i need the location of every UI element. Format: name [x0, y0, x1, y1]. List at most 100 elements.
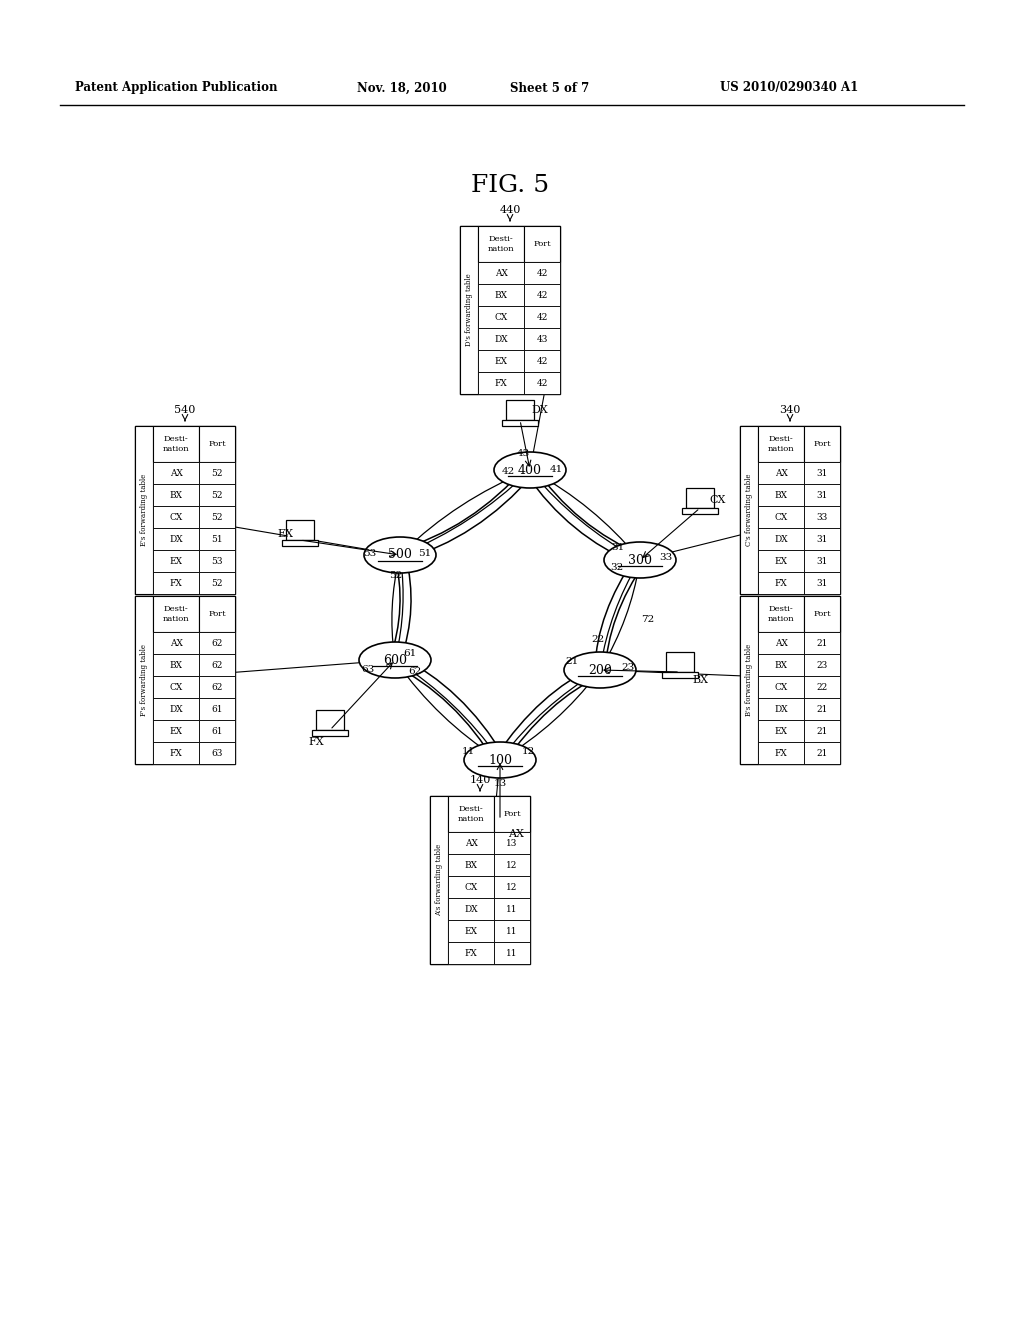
Bar	[804, 676, 840, 698]
Text: 52: 52	[211, 491, 223, 499]
Text: 53: 53	[211, 557, 223, 565]
Text: 11: 11	[506, 904, 518, 913]
Bar	[478, 261, 524, 284]
Bar	[524, 261, 560, 284]
Text: 62: 62	[211, 639, 222, 648]
Text: FX: FX	[170, 748, 182, 758]
Text: CX: CX	[495, 313, 508, 322]
Bar	[804, 528, 840, 550]
Text: 31: 31	[816, 469, 827, 478]
Text: 42: 42	[537, 313, 548, 322]
Text: 21: 21	[816, 726, 827, 735]
Text: C's forwarding table: C's forwarding table	[745, 474, 753, 546]
Bar	[494, 942, 530, 964]
Text: 33: 33	[659, 553, 673, 562]
Text: F's forwarding table: F's forwarding table	[140, 644, 148, 715]
FancyBboxPatch shape	[486, 800, 514, 820]
Bar	[804, 597, 840, 632]
Text: BX: BX	[774, 491, 787, 499]
Text: CX: CX	[169, 682, 182, 692]
Bar	[199, 719, 234, 742]
Text: 23: 23	[622, 664, 635, 672]
FancyBboxPatch shape	[666, 652, 694, 672]
Text: US 2010/0290340 A1: US 2010/0290340 A1	[720, 82, 858, 95]
Text: 62: 62	[211, 682, 222, 692]
Bar	[449, 920, 494, 942]
Text: 32: 32	[610, 564, 624, 573]
Text: Desti-
nation: Desti- nation	[163, 436, 189, 453]
Bar	[758, 484, 804, 506]
Text: AX: AX	[774, 469, 787, 478]
Bar	[478, 226, 524, 261]
Bar	[153, 572, 199, 594]
Text: 400: 400	[518, 463, 542, 477]
Bar	[153, 632, 199, 653]
Bar	[804, 719, 840, 742]
Bar	[758, 676, 804, 698]
Bar	[449, 796, 494, 832]
Bar	[199, 676, 234, 698]
Bar	[153, 550, 199, 572]
Bar	[199, 653, 234, 676]
Bar	[153, 698, 199, 719]
Text: AX: AX	[774, 639, 787, 648]
Text: 53: 53	[364, 549, 377, 557]
Bar	[758, 426, 804, 462]
Text: 62: 62	[211, 660, 222, 669]
Bar	[478, 306, 524, 327]
Bar	[740, 597, 758, 764]
Text: DX: DX	[169, 705, 183, 714]
Bar	[153, 597, 199, 632]
Text: 12: 12	[506, 861, 518, 870]
Bar	[524, 350, 560, 372]
Bar	[758, 719, 804, 742]
Text: 340: 340	[779, 405, 801, 414]
Text: Sheet 5 of 7: Sheet 5 of 7	[510, 82, 589, 95]
Text: 62: 62	[409, 668, 422, 676]
Bar	[430, 796, 449, 964]
Text: Port: Port	[534, 240, 551, 248]
Bar	[758, 698, 804, 719]
Text: 11: 11	[506, 949, 518, 957]
Bar	[804, 506, 840, 528]
Bar	[153, 506, 199, 528]
Text: 600: 600	[383, 653, 407, 667]
Text: 11: 11	[506, 927, 518, 936]
Bar	[758, 742, 804, 764]
Text: 31: 31	[816, 578, 827, 587]
Text: 31: 31	[816, 557, 827, 565]
Bar	[199, 462, 234, 484]
Text: 31: 31	[816, 491, 827, 499]
Bar	[758, 572, 804, 594]
Bar	[460, 226, 560, 393]
FancyBboxPatch shape	[316, 710, 344, 730]
Bar	[478, 284, 524, 306]
Text: AX: AX	[465, 838, 477, 847]
Bar	[449, 942, 494, 964]
Text: EX: EX	[774, 726, 787, 735]
Text: 13: 13	[494, 780, 507, 788]
Text: Patent Application Publication: Patent Application Publication	[75, 82, 278, 95]
Text: Port: Port	[813, 610, 830, 618]
Text: 200: 200	[588, 664, 612, 676]
Text: 22: 22	[592, 635, 604, 644]
Bar	[758, 462, 804, 484]
Text: BX: BX	[692, 675, 708, 685]
Bar	[199, 632, 234, 653]
Text: 500: 500	[388, 549, 412, 561]
Bar	[804, 632, 840, 653]
Text: 41: 41	[549, 466, 562, 474]
Bar	[494, 854, 530, 876]
Ellipse shape	[464, 742, 536, 777]
Text: 140: 140	[469, 775, 490, 785]
Text: 21: 21	[565, 657, 579, 667]
Bar	[494, 920, 530, 942]
Bar	[199, 698, 234, 719]
Bar	[135, 597, 153, 764]
FancyBboxPatch shape	[506, 400, 534, 420]
Text: 540: 540	[174, 405, 196, 414]
Bar	[199, 597, 234, 632]
Ellipse shape	[364, 537, 436, 573]
Text: Port: Port	[208, 610, 226, 618]
Ellipse shape	[359, 642, 431, 678]
